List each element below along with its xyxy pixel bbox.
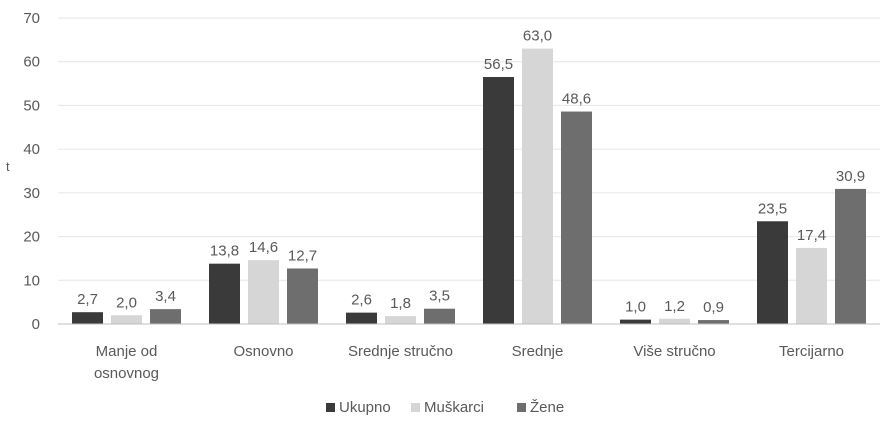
data-label: 1,0 (625, 299, 646, 316)
bar (209, 263, 240, 324)
bar (287, 268, 318, 324)
data-label: 1,8 (390, 295, 411, 312)
bar (385, 316, 416, 324)
bar (835, 188, 866, 324)
legend-label: Muškarci (424, 399, 484, 416)
y-tick-label: 0 (32, 316, 40, 333)
y-tick-label: 50 (23, 97, 40, 114)
bar (659, 318, 690, 324)
bar (424, 308, 455, 324)
data-labels: 2,7 2,0 3,4 13,8 14,6 12,7 2,6 1,8 3,5 56,5 63,0 48… (77, 28, 865, 316)
y-tick-label: 70 (23, 10, 40, 27)
bar (248, 260, 279, 324)
x-category-label: Srednje (512, 343, 564, 360)
data-label: 3,5 (429, 288, 450, 305)
y-tick-label: 30 (23, 185, 40, 202)
x-category-label: Više stručno (633, 343, 715, 360)
data-label: 13,8 (210, 243, 239, 260)
y-axis-label: t (6, 159, 10, 174)
legend: Ukupno Muškarci Žene (326, 399, 564, 416)
bar (757, 221, 788, 324)
data-label: 2,7 (77, 291, 98, 308)
bar (346, 312, 377, 324)
legend-swatch (326, 403, 335, 412)
y-tick-label: 20 (23, 229, 40, 246)
legend-label: Ukupno (339, 399, 391, 416)
x-axis-categories: Manje od osnovnog Osnovno Srednje stručno Sr… (94, 343, 844, 382)
x-category-label: Srednje stručno (348, 343, 453, 360)
x-category-label: Osnovno (233, 343, 293, 360)
legend-swatch (411, 403, 420, 412)
y-tick-label: 40 (23, 141, 40, 158)
bar (620, 319, 651, 324)
bar (698, 320, 729, 324)
data-label: 1,2 (664, 298, 685, 315)
data-label: 23,5 (758, 200, 787, 217)
bars (72, 48, 866, 324)
bar (522, 48, 553, 324)
legend-label: Žene (530, 399, 564, 416)
data-label: 12,7 (288, 247, 317, 264)
x-category-label: osnovnog (94, 365, 159, 382)
gridlines (58, 17, 880, 281)
data-label: 3,4 (155, 288, 176, 305)
y-tick-label: 60 (23, 54, 40, 71)
data-label: 0,9 (703, 299, 724, 316)
data-label: 30,9 (836, 168, 865, 185)
data-label: 14,6 (249, 239, 278, 256)
x-category-label: Tercijarno (779, 343, 844, 360)
bar (72, 312, 103, 324)
y-tick-label: 10 (23, 272, 40, 289)
legend-swatch (517, 403, 526, 412)
data-label: 2,0 (116, 294, 137, 311)
bar (561, 111, 592, 324)
bar (796, 247, 827, 324)
x-category-label: Manje od (96, 343, 158, 360)
bar (483, 77, 514, 324)
data-label: 63,0 (523, 28, 552, 45)
data-label: 48,6 (562, 91, 591, 108)
bar (150, 309, 181, 324)
bar (111, 315, 142, 324)
data-label: 2,6 (351, 292, 372, 309)
data-label: 56,5 (484, 56, 513, 73)
y-axis-ticks: 0 10 20 30 40 50 60 70 (23, 10, 40, 333)
data-label: 17,4 (797, 227, 826, 244)
